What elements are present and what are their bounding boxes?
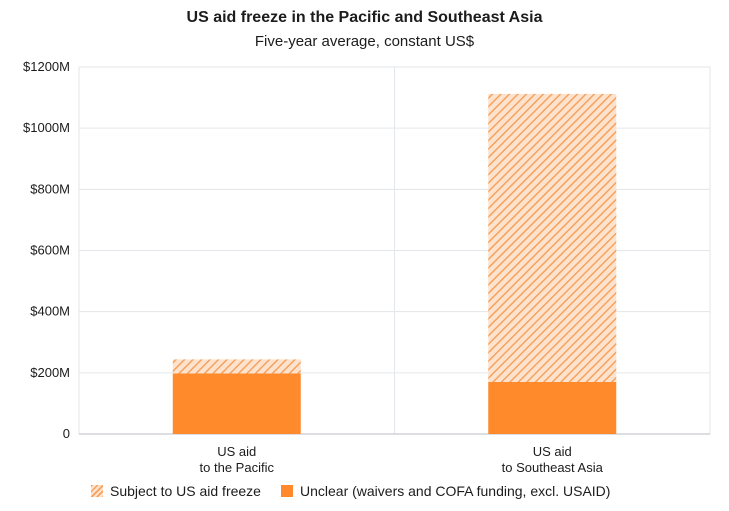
legend-swatch-freeze (91, 485, 103, 497)
x-tick-label: US aid (533, 444, 572, 459)
y-tick-label: $200M (30, 365, 70, 380)
bar-freeze-0 (172, 359, 301, 374)
bar-unclear-0 (172, 373, 301, 434)
legend-label-unclear: Unclear (waivers and COFA funding, excl.… (299, 483, 611, 499)
y-tick-label: $800M (30, 181, 70, 196)
bar-unclear-1 (488, 382, 617, 434)
chart-subtitle: Five-year average, constant US$ (254, 33, 475, 50)
chart-title: US aid freeze in the Pacific and Southea… (186, 9, 543, 26)
legend: Subject to US aid freeze Unclear (waiver… (91, 483, 630, 499)
legend-item-freeze: Subject to US aid freeze (91, 483, 261, 499)
legend-swatch-unclear (280, 485, 293, 497)
legend-label-freeze: Subject to US aid freeze (110, 483, 261, 499)
bar-freeze-1 (488, 93, 617, 383)
y-tick-label: $1000M (23, 120, 70, 135)
legend-item-unclear: Unclear (waivers and COFA funding, excl.… (280, 483, 611, 499)
y-tick-label: $400M (30, 304, 70, 319)
y-tick-label: 0 (63, 426, 70, 441)
x-tick-label: US aid (217, 444, 256, 459)
y-tick-label: $1200M (23, 59, 70, 74)
x-tick-label: to Southeast Asia (502, 460, 604, 475)
bars (172, 93, 617, 434)
x-tick-label: to the Pacific (200, 460, 275, 475)
y-tick-label: $600M (30, 243, 70, 258)
